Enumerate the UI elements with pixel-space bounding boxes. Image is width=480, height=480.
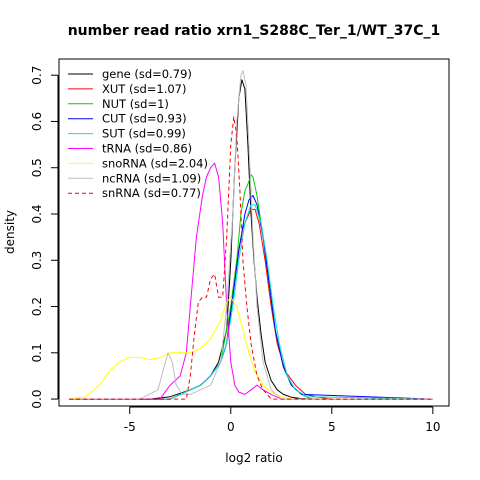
series-line-4 — [69, 204, 433, 400]
legend-label: XUT (sd=1.07) — [102, 82, 186, 96]
series-line-3 — [69, 195, 433, 400]
legend-label: gene (sd=0.79) — [102, 67, 192, 81]
series-line-5 — [69, 162, 433, 400]
x-axis: -5 0 5 10 — [124, 406, 440, 434]
x-tick-label: 10 — [425, 420, 440, 434]
y-tick-label: 0.0 — [30, 390, 44, 409]
y-tick-label: 0.2 — [30, 297, 44, 316]
legend-label: CUT (sd=0.93) — [102, 112, 187, 126]
x-axis-label: log2 ratio — [225, 451, 282, 465]
series-line-6 — [69, 296, 433, 400]
y-tick-label: 0.6 — [30, 112, 44, 131]
y-tick-label: 0.5 — [30, 158, 44, 177]
legend-label: snRNA (sd=0.77) — [102, 186, 201, 200]
series-line-7 — [69, 70, 433, 400]
x-tick-label: -5 — [124, 420, 136, 434]
legend-label: snoRNA (sd=2.04) — [102, 156, 208, 170]
x-tick-label: 5 — [328, 420, 336, 434]
legend-label: tRNA (sd=0.86) — [102, 142, 192, 156]
y-tick-label: 0.7 — [30, 66, 44, 85]
y-axis: 0.0 0.1 0.2 0.3 0.4 0.5 0.6 0.7 — [30, 66, 59, 409]
series-layer — [69, 70, 433, 400]
legend-label: ncRNA (sd=1.09) — [102, 171, 201, 185]
y-axis-label: density — [3, 210, 17, 254]
plot-frame — [58, 58, 450, 407]
series-line-8 — [69, 116, 433, 400]
legend-label: SUT (sd=0.99) — [102, 127, 186, 141]
x-tick-label: 0 — [227, 420, 235, 434]
y-tick-label: 0.1 — [30, 343, 44, 362]
chart-title: number read ratio xrn1_S288C_Ter_1/WT_37… — [68, 23, 441, 39]
y-tick-label: 0.3 — [30, 251, 44, 270]
y-tick-label: 0.4 — [30, 204, 44, 223]
series-line-1 — [69, 208, 433, 400]
legend: gene (sd=0.79)XUT (sd=1.07)NUT (sd=1)CUT… — [68, 67, 208, 200]
legend-label: NUT (sd=1) — [102, 97, 169, 111]
